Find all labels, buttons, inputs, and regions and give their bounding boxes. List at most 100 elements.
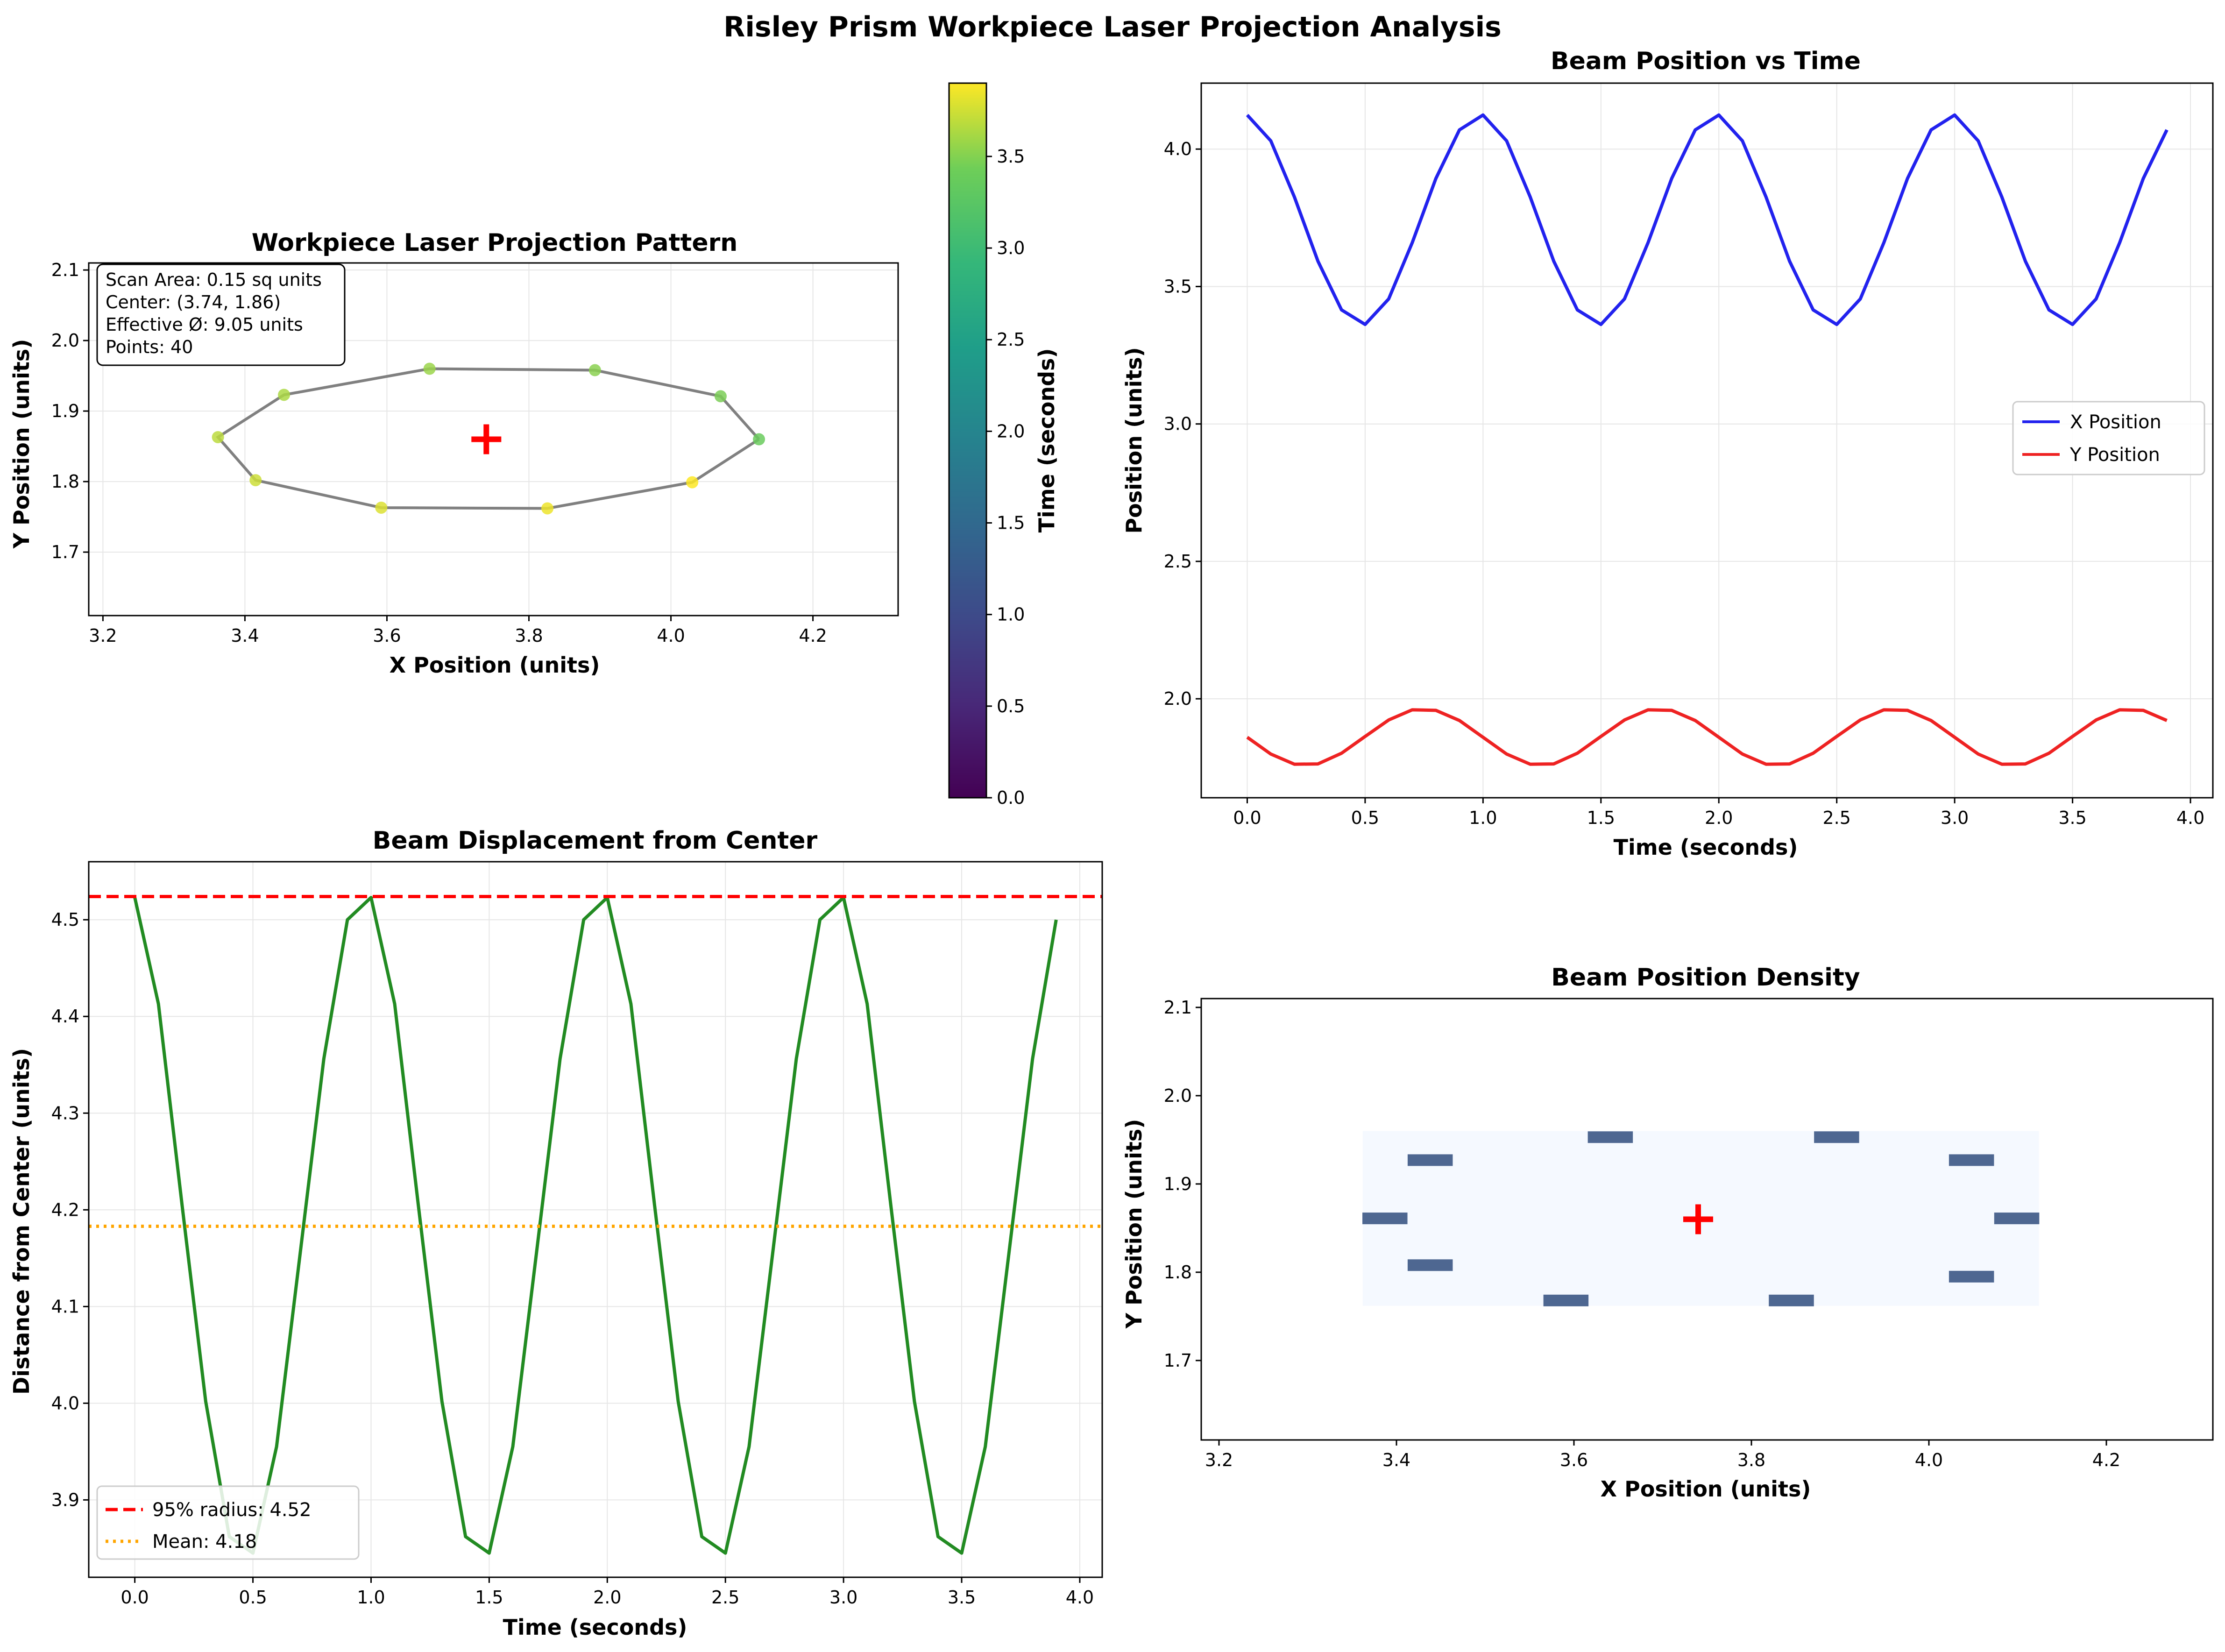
scan-point — [541, 502, 554, 515]
colorbar-tick-label: 3.5 — [997, 146, 1025, 167]
disp-xtick-label: 1.0 — [357, 1587, 385, 1608]
legend-mean-label: Mean: 4.18 — [152, 1531, 257, 1553]
time-ytick-label: 2.0 — [1164, 688, 1192, 709]
beam-vs-time-plot-area: 0.0 0.5 1.0 1.5 2.0 2.5 3.0 3.5 4.0 2.0 2.5 3.0 3.5 4… — [1164, 82, 2214, 828]
displacement-xlabel: Time (seconds) — [503, 1615, 687, 1640]
proj-ytick-label: 2.0 — [51, 330, 79, 351]
beam-vs-time-legend: X Position Y Position — [2012, 401, 2205, 475]
dens-xtick-label: 3.4 — [1382, 1450, 1410, 1470]
scan-point — [753, 433, 765, 446]
projection-xlabel: X Position (units) — [390, 652, 600, 678]
time-xtick-label: 3.5 — [2058, 808, 2086, 828]
time-xtick-label: 1.0 — [1469, 808, 1497, 828]
disp-xtick-label: 3.0 — [829, 1587, 857, 1608]
time-colorbar: Time (seconds) 0.0 0.5 1.0 1.5 2.0 2.5 3.0 3.5 — [948, 82, 1059, 808]
proj-xtick-label: 3.4 — [231, 625, 259, 646]
proj-ytick-label: 1.7 — [51, 542, 79, 562]
density-ylabel: Y Position (units) — [1121, 1119, 1147, 1329]
density-cell — [1407, 1259, 1453, 1271]
density-cell — [1543, 1294, 1589, 1306]
dens-xtick-label: 4.0 — [1915, 1450, 1943, 1470]
density-cell — [1407, 1154, 1453, 1166]
density-cell — [1362, 1212, 1408, 1225]
dens-ytick-label: 1.9 — [1164, 1174, 1192, 1194]
density-cell — [1994, 1212, 2040, 1225]
displacement-panel: Beam Displacement from Center Time (seco… — [9, 827, 1103, 1640]
density-cell — [1949, 1154, 1994, 1166]
disp-xtick-label: 2.0 — [593, 1587, 621, 1608]
info-center: Center: (3.74, 1.86) — [106, 292, 281, 312]
disp-ytick-label: 4.3 — [51, 1103, 79, 1123]
density-cell — [1814, 1131, 1859, 1143]
time-xtick-label: 2.0 — [1705, 808, 1733, 828]
scan-point — [249, 474, 262, 487]
dens-xtick-label: 3.8 — [1737, 1450, 1765, 1470]
proj-xtick-label: 3.6 — [373, 625, 401, 646]
proj-xtick-label: 4.0 — [657, 625, 685, 646]
disp-xtick-label: 4.0 — [1066, 1587, 1094, 1608]
projection-info-box: Scan Area: 0.15 sq units Center: (3.74, … — [96, 263, 346, 366]
disp-ytick-label: 4.5 — [51, 909, 79, 930]
proj-ytick-label: 1.9 — [51, 401, 79, 421]
disp-xtick-label: 3.5 — [948, 1587, 976, 1608]
displacement-legend: 95% radius: 4.52 Mean: 4.18 — [96, 1485, 360, 1560]
info-points: Points: 40 — [106, 337, 193, 357]
displacement-plot-area: 0.0 0.5 1.0 1.5 2.0 2.5 3.0 3.5 4.0 3.9 4.0 4.1 4.2 4… — [51, 861, 1103, 1608]
time-xtick-label: 1.5 — [1587, 808, 1615, 828]
disp-ytick-label: 3.9 — [51, 1489, 79, 1510]
scan-point — [714, 390, 727, 403]
scan-point — [375, 501, 388, 514]
time-ytick-label: 3.0 — [1164, 414, 1192, 434]
beam-vs-time-panel: Beam Position vs Time Time (seconds) Pos… — [1121, 47, 2214, 860]
proj-ytick-label: 1.8 — [51, 471, 79, 492]
projection-panel: Workpiece Laser Projection Pattern X Pos… — [9, 82, 1059, 808]
proj-xtick-label: 3.8 — [515, 625, 543, 646]
dens-ytick-label: 1.8 — [1164, 1262, 1192, 1283]
colorbar-tick-label: 1.0 — [997, 604, 1025, 625]
disp-ytick-label: 4.4 — [51, 1006, 79, 1027]
displacement-title: Beam Displacement from Center — [373, 827, 818, 855]
colorbar-tick-label: 2.5 — [997, 329, 1025, 350]
time-xtick-label: 0.0 — [1233, 808, 1261, 828]
density-plot-area: 3.2 3.4 3.6 3.8 4.0 4.2 1.7 1.8 1.9 2.0 2.1 — [1164, 997, 2214, 1470]
info-effective-diameter: Effective Ø: 9.05 units — [106, 314, 303, 335]
disp-xtick-label: 0.5 — [239, 1587, 267, 1608]
dens-frame — [1200, 998, 2214, 1441]
beam-vs-time-xlabel: Time (seconds) — [1614, 835, 1798, 860]
legend-y-label: Y Position — [2069, 444, 2160, 466]
time-xtick-label: 3.0 — [1941, 808, 1969, 828]
info-scan-area: Scan Area: 0.15 sq units — [106, 269, 322, 290]
scan-point — [588, 364, 601, 376]
proj-frame — [88, 262, 899, 617]
dens-ytick-label: 1.7 — [1164, 1350, 1192, 1371]
time-ytick-label: 3.5 — [1164, 276, 1192, 297]
colorbar-tick-label: 0.5 — [997, 696, 1025, 716]
disp-ytick-label: 4.1 — [51, 1296, 79, 1317]
density-cell — [1769, 1294, 1814, 1306]
dens-xtick-label: 3.6 — [1560, 1450, 1588, 1470]
time-xtick-label: 0.5 — [1351, 808, 1379, 828]
dens-ytick-label: 2.1 — [1164, 997, 1192, 1018]
dens-xtick-label: 4.2 — [2092, 1450, 2120, 1470]
time-xtick-label: 4.0 — [2176, 808, 2204, 828]
colorbar-label: Time (seconds) — [1034, 348, 1059, 533]
projection-title: Workpiece Laser Projection Pattern — [252, 229, 738, 257]
disp-frame — [88, 861, 1103, 1578]
scan-point — [686, 476, 699, 489]
scan-point — [423, 362, 436, 375]
projection-ylabel: Y Position (units) — [9, 339, 34, 549]
colorbar-tick-label: 0.0 — [997, 787, 1025, 808]
disp-xtick-label: 0.0 — [120, 1587, 149, 1608]
colorbar-tick-label: 3.0 — [997, 238, 1025, 258]
time-xtick-label: 2.5 — [1822, 808, 1850, 828]
disp-ytick-label: 4.2 — [51, 1199, 79, 1220]
figure-title: Risley Prism Workpiece Laser Projection … — [723, 11, 1502, 43]
density-panel: Beam Position Density X Position (units)… — [1121, 964, 2214, 1502]
legend-radius-label: 95% radius: 4.52 — [152, 1499, 312, 1521]
density-cell — [1587, 1131, 1633, 1143]
scan-point — [212, 431, 224, 443]
scan-point — [278, 389, 291, 401]
proj-xtick-label: 4.2 — [799, 625, 827, 646]
beam-vs-time-title: Beam Position vs Time — [1551, 47, 1861, 75]
time-ytick-label: 4.0 — [1164, 139, 1192, 159]
